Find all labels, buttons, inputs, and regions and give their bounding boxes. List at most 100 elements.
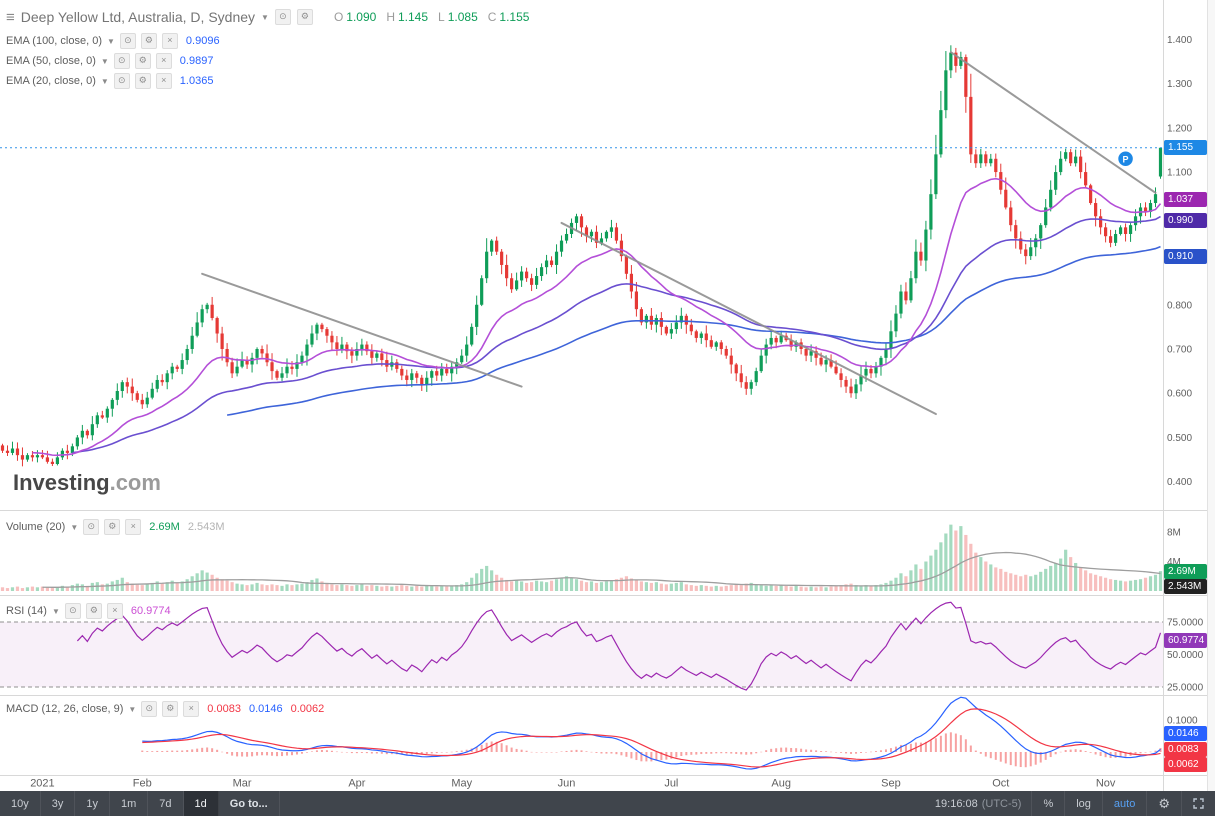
low-value: 1.085 (447, 10, 478, 24)
visibility-icon[interactable]: ⊙ (113, 53, 130, 69)
y-axis-tick: 8M (1167, 528, 1181, 539)
visibility-icon[interactable]: ⊙ (83, 519, 100, 535)
watermark-logo: Investing.com (13, 470, 161, 496)
chevron-down-icon[interactable]: ▼ (70, 522, 79, 532)
watermark-main: Investing (13, 470, 110, 495)
range-1d-button[interactable]: 1d (183, 791, 219, 816)
chart-menu-icon[interactable]: ≡ (6, 8, 15, 26)
close-icon[interactable]: × (161, 33, 178, 49)
close-icon[interactable]: × (155, 73, 172, 89)
y-axis-tick: 0.1000 (1167, 716, 1198, 727)
y-axis-tick: 1.100 (1167, 168, 1192, 179)
range-1m-button[interactable]: 1m (110, 791, 149, 816)
ohlc-values: O 1.090 H 1.145 L 1.085 C 1.155 (327, 10, 530, 24)
y-axis-tick: 0.800 (1167, 300, 1192, 311)
volume-ma-value: 2.543M (187, 521, 225, 533)
x-axis-label: Feb (133, 778, 152, 790)
indicator-value: 0.9096 (185, 35, 220, 47)
indicator-icon[interactable]: ⊙ (274, 9, 291, 25)
price-chart-canvas[interactable]: P 0.400 0.500 0.600 0.700 0.800 0.900 1.000 1.10… (0, 0, 1215, 791)
chevron-down-icon[interactable]: ▼ (100, 56, 109, 66)
close-value: 1.155 (499, 10, 530, 24)
indicator-legend-ema50: EMA (50, close, 0) ▼ ⊙ ⚙ × 0.9897 (6, 53, 213, 69)
close-icon[interactable]: × (106, 603, 123, 619)
y-axis-tick: 50.0000 (1167, 650, 1204, 661)
visibility-icon[interactable]: ⊙ (119, 33, 136, 49)
ema20-line (32, 177, 1162, 457)
rsi-pane-graphics (0, 601, 1163, 691)
x-axis-label: Aug (771, 778, 791, 790)
instrument-title[interactable]: Deep Yellow Ltd, Australia, D, Sydney (20, 9, 256, 25)
x-axis-label: 2021 (30, 778, 54, 790)
open-value: 1.090 (346, 10, 377, 24)
indicator-value: 0.9897 (179, 55, 214, 67)
settings-icon[interactable]: ⚙ (162, 701, 179, 717)
ema100-line (226, 245, 1161, 416)
y-axis-tick: 1.400 (1167, 35, 1192, 46)
volume-legend: Volume (20) ▼ ⊙ ⚙ × 2.69M 2.543M (6, 519, 225, 535)
close-icon[interactable]: × (125, 519, 142, 535)
y-axis-tick: 0.900 (1167, 256, 1192, 267)
close-label: C (487, 10, 497, 24)
macd-pane-graphics (141, 696, 1162, 770)
chevron-down-icon[interactable]: ▼ (261, 12, 269, 22)
indicator-label: EMA (20, close, 0) (6, 75, 96, 87)
auto-scale-button[interactable]: auto (1101, 791, 1146, 816)
range-7d-button[interactable]: 7d (148, 791, 184, 816)
settings-icon[interactable]: ⚙ (85, 603, 102, 619)
clock-display[interactable]: 19:16:08 (UTC-5) (925, 791, 1032, 816)
y-axis-tick: 1.300 (1167, 79, 1192, 90)
x-axis-label: Sep (881, 778, 901, 790)
y-axis-tick: 4M (1167, 557, 1181, 568)
indicator-label: EMA (50, close, 0) (6, 55, 96, 67)
visibility-icon[interactable]: ⊙ (113, 73, 130, 89)
close-icon[interactable]: × (155, 53, 172, 69)
visibility-icon[interactable]: ⊙ (64, 603, 81, 619)
y-axis-tick: 25.0000 (1167, 683, 1204, 694)
x-axis-label: Apr (348, 778, 365, 790)
goto-button[interactable]: Go to... (219, 791, 280, 816)
chevron-down-icon[interactable]: ▼ (128, 704, 137, 714)
clock-timezone: (UTC-5) (981, 797, 1022, 810)
y-axis-tick: 0.500 (1167, 433, 1192, 444)
range-1y-button[interactable]: 1y (75, 791, 110, 816)
fullscreen-icon[interactable] (1181, 791, 1215, 816)
x-axis-label: Jun (558, 778, 576, 790)
indicator-value: 1.0365 (179, 75, 214, 87)
x-axis-label: Oct (992, 778, 1009, 790)
settings-icon[interactable]: ⚙ (134, 73, 151, 89)
macd-value: 0.0083 (207, 703, 241, 715)
open-label: O (333, 10, 344, 24)
y-axis-tick: 0.700 (1167, 344, 1192, 355)
chevron-down-icon[interactable]: ▼ (51, 606, 60, 616)
clock-time: 19:16:08 (934, 797, 978, 810)
x-axis-label: May (451, 778, 472, 790)
trendlines (201, 51, 1157, 416)
settings-icon[interactable]: ⚙ (104, 519, 121, 535)
close-icon[interactable]: × (183, 701, 200, 717)
rsi-label: RSI (14) (6, 605, 47, 617)
volume-value: 2.69M (149, 521, 180, 533)
macd-signal-value: 0.0146 (248, 703, 283, 715)
settings-icon[interactable]: ⚙ (296, 9, 313, 25)
y-axis-tick: 1.200 (1167, 123, 1192, 134)
settings-icon[interactable]: ⚙ (134, 53, 151, 69)
percent-scale-button[interactable]: % (1031, 791, 1064, 816)
rsi-value: 60.9774 (130, 605, 171, 617)
macd-hist-value: 0.0062 (290, 703, 325, 715)
bottom-toolbar: 10y 3y 1y 1m 7d 1d Go to... 19:16:08 (UT… (0, 791, 1215, 816)
chevron-down-icon[interactable]: ▼ (100, 76, 109, 86)
chevron-down-icon[interactable]: ▼ (107, 36, 115, 46)
low-label: L (438, 10, 445, 24)
price-marker[interactable]: P (1116, 150, 1135, 168)
scrollbar[interactable] (1207, 0, 1215, 791)
indicator-legend-ema100: EMA (100, close, 0) ▼ ⊙ ⚙ × 0.9096 (6, 33, 220, 49)
range-10y-button[interactable]: 10y (0, 791, 41, 816)
log-scale-button[interactable]: log (1064, 791, 1102, 816)
range-3y-button[interactable]: 3y (41, 791, 76, 816)
toolbar-settings-icon[interactable]: ⚙ (1146, 791, 1181, 816)
settings-icon[interactable]: ⚙ (140, 33, 157, 49)
visibility-icon[interactable]: ⊙ (141, 701, 158, 717)
high-value: 1.145 (398, 10, 429, 24)
